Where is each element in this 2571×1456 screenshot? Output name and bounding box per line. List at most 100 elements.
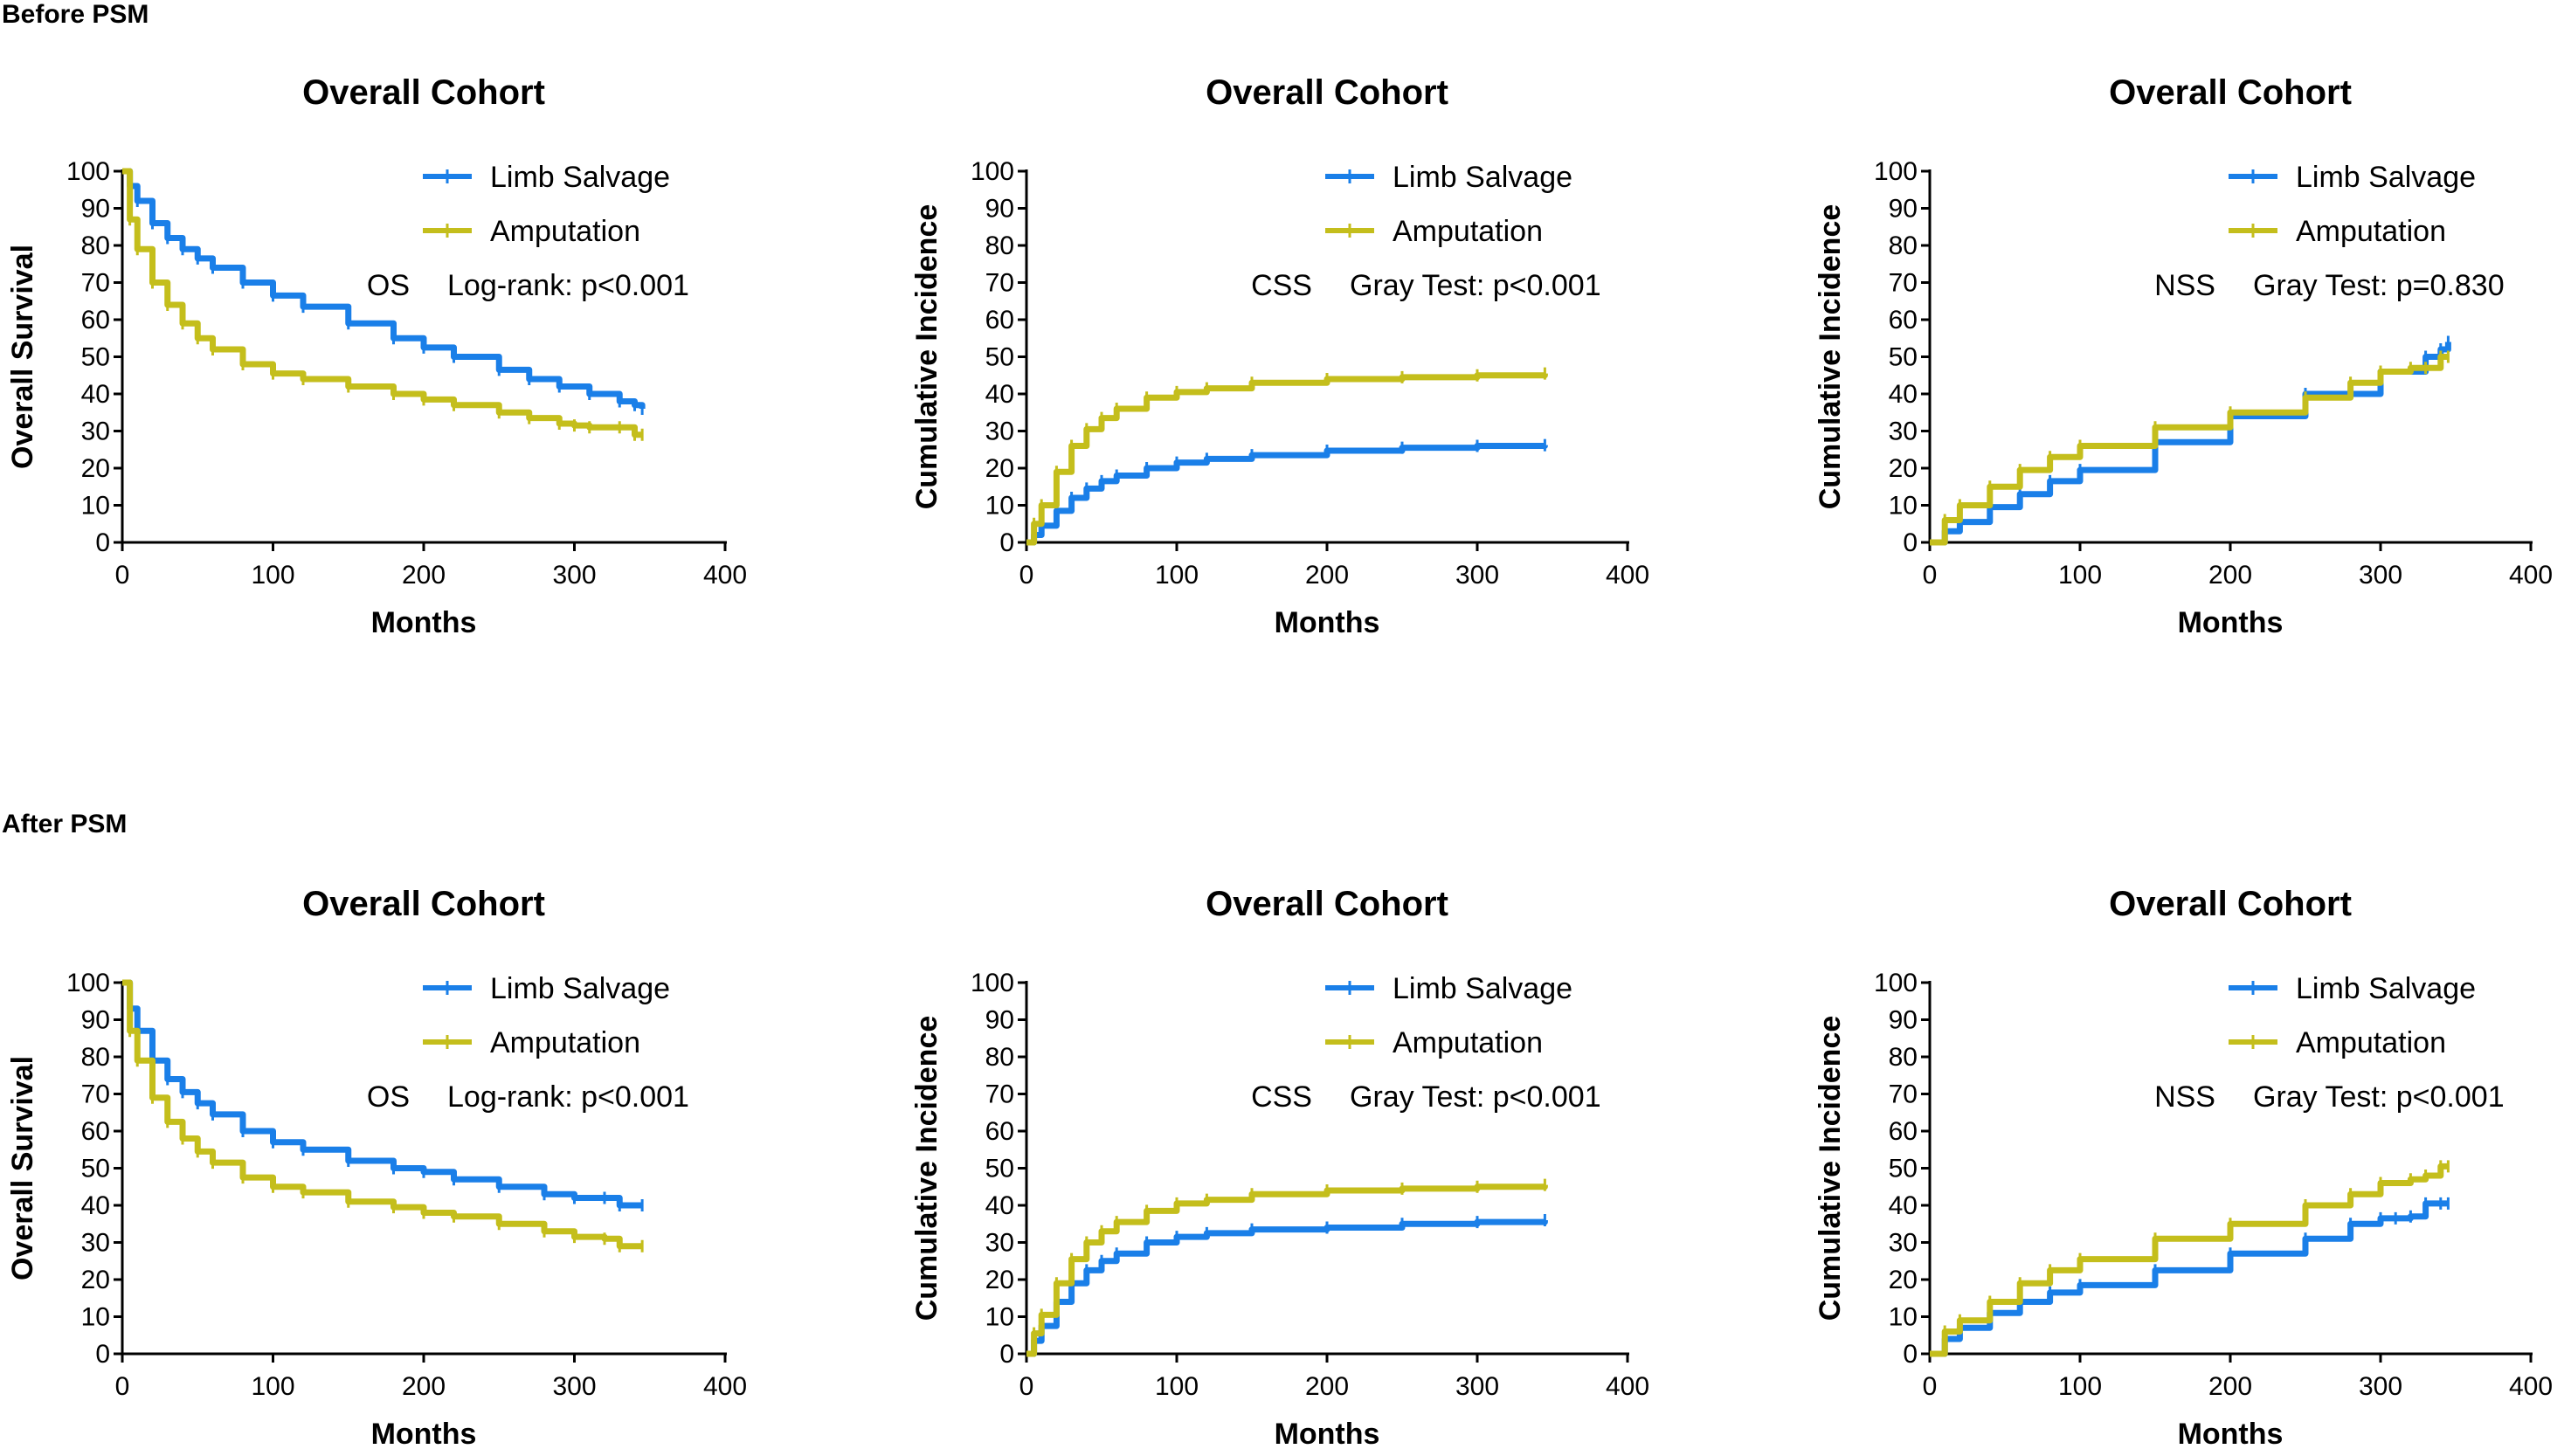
y-tick-label: 20 — [81, 454, 110, 483]
y-tick-label: 60 — [985, 306, 1014, 335]
annotation-test: Log-rank: p<0.001 — [447, 269, 689, 302]
y-tick-label: 40 — [1889, 380, 1918, 409]
series-line-amputation — [1930, 354, 2449, 546]
x-tick-label: 100 — [2058, 1372, 2102, 1401]
chart-title: Overall Cohort — [302, 885, 545, 923]
y-tick-label: 90 — [985, 195, 1014, 224]
annotation-test: Gray Test: p=0.830 — [2253, 269, 2505, 302]
y-tick-label: 30 — [1889, 417, 1918, 446]
chart-panel-3: Overall Cohort 0 10 20 30 40 50 60 70 80 90 100 0 100… — [1814, 73, 2553, 639]
x-tick-label: 0 — [115, 561, 130, 590]
legend-label-amputation: Amputation — [2296, 1026, 2446, 1059]
y-tick-label: 50 — [985, 1155, 1014, 1183]
y-tick-label: 60 — [81, 1117, 110, 1146]
x-tick-label: 300 — [2359, 561, 2402, 590]
x-axis-label: Months — [1275, 1418, 1380, 1451]
chart-panel-1: Overall Cohort 0 10 20 30 40 50 60 70 80 90 100 0 100… — [6, 73, 747, 639]
y-tick-label: 10 — [985, 1303, 1014, 1332]
y-tick-label: 70 — [985, 1080, 1014, 1109]
annotation-label: NSS — [2154, 1080, 2215, 1114]
x-tick-label: 400 — [703, 561, 747, 590]
y-tick-label: 80 — [985, 231, 1014, 260]
chart-title: Overall Cohort — [302, 73, 545, 112]
y-tick-label: 10 — [1889, 492, 1918, 521]
x-tick-label: 100 — [1155, 561, 1199, 590]
y-tick-label: 60 — [81, 306, 110, 335]
y-tick-label: 30 — [985, 1229, 1014, 1258]
y-tick-label: 100 — [971, 157, 1014, 186]
x-tick-label: 200 — [2208, 1372, 2252, 1401]
legend-label-limb-salvage: Limb Salvage — [2296, 972, 2476, 1005]
y-tick-label: 70 — [81, 1080, 110, 1109]
y-tick-label: 10 — [81, 492, 110, 521]
x-tick-label: 400 — [1606, 1372, 1649, 1401]
y-tick-label: 50 — [985, 343, 1014, 372]
x-axis-label: Months — [1275, 606, 1380, 639]
series-line-limb-salvage — [1026, 443, 1548, 546]
series-line-limb-salvage — [122, 168, 646, 409]
y-tick-label: 10 — [985, 492, 1014, 521]
y-tick-label: 0 — [999, 528, 1014, 557]
y-tick-label: 80 — [985, 1043, 1014, 1072]
y-axis-label: Overall Survival — [6, 245, 39, 469]
series-line-amputation — [122, 168, 643, 438]
annotation-label: OS — [367, 269, 410, 302]
x-tick-label: 0 — [115, 1372, 130, 1401]
x-tick-label: 300 — [1455, 1372, 1499, 1401]
y-tick-label: 100 — [1874, 157, 1918, 186]
y-tick-label: 80 — [1889, 1043, 1918, 1072]
x-axis-label: Months — [371, 606, 477, 639]
legend-label-amputation: Amputation — [490, 215, 640, 248]
y-tick-label: 40 — [81, 380, 110, 409]
x-tick-label: 100 — [251, 561, 294, 590]
y-tick-label: 30 — [81, 417, 110, 446]
series-line-amputation — [1930, 1163, 2449, 1357]
y-tick-label: 60 — [985, 1117, 1014, 1146]
legend-label-amputation: Amputation — [1393, 1026, 1543, 1059]
chart-panel-6: Overall Cohort 0 10 20 30 40 50 60 70 80 90 100 0 100… — [1814, 885, 2553, 1451]
x-tick-label: 300 — [552, 561, 596, 590]
x-tick-label: 300 — [552, 1372, 596, 1401]
y-tick-label: 50 — [81, 1155, 110, 1183]
y-tick-label: 20 — [985, 454, 1014, 483]
y-tick-label: 0 — [1903, 1340, 1918, 1369]
series-line-limb-salvage — [1930, 1200, 2449, 1357]
legend-label-amputation: Amputation — [1393, 215, 1543, 248]
chart-panel-2: Overall Cohort 0 10 20 30 40 50 60 70 80 90 100 0 100… — [910, 73, 1649, 639]
y-tick-label: 80 — [81, 231, 110, 260]
x-axis-label: Months — [2178, 606, 2284, 639]
x-tick-label: 100 — [2058, 561, 2102, 590]
y-tick-label: 0 — [1903, 528, 1918, 557]
y-tick-label: 60 — [1889, 1117, 1918, 1146]
x-tick-label: 100 — [251, 1372, 294, 1401]
x-tick-label: 400 — [703, 1372, 747, 1401]
series-line-limb-salvage — [1930, 342, 2451, 546]
y-axis-label: Cumulative Incidence — [910, 1016, 943, 1321]
y-tick-label: 20 — [1889, 1266, 1918, 1294]
y-tick-label: 40 — [1889, 1191, 1918, 1220]
annotation-label: OS — [367, 1080, 410, 1114]
chart-title: Overall Cohort — [2109, 73, 2352, 112]
annotation-test: Gray Test: p<0.001 — [1350, 269, 1601, 302]
x-tick-label: 200 — [2208, 561, 2252, 590]
x-tick-label: 0 — [1019, 1372, 1034, 1401]
y-tick-label: 100 — [1874, 969, 1918, 997]
y-tick-label: 90 — [81, 1006, 110, 1035]
legend-label-limb-salvage: Limb Salvage — [2296, 161, 2476, 194]
x-tick-label: 300 — [1455, 561, 1499, 590]
y-axis-label: Cumulative Incidence — [1814, 1016, 1847, 1321]
y-axis-label: Cumulative Incidence — [910, 204, 943, 510]
y-axis-label: Overall Survival — [6, 1056, 39, 1280]
y-tick-label: 80 — [81, 1043, 110, 1072]
y-tick-label: 90 — [1889, 195, 1918, 224]
y-tick-label: 40 — [985, 1191, 1014, 1220]
y-tick-label: 30 — [985, 417, 1014, 446]
y-tick-label: 80 — [1889, 231, 1918, 260]
annotation-label: CSS — [1251, 269, 1312, 302]
x-tick-label: 100 — [1155, 1372, 1199, 1401]
y-tick-label: 100 — [66, 157, 110, 186]
y-tick-label: 50 — [1889, 1155, 1918, 1183]
x-tick-label: 200 — [402, 1372, 446, 1401]
